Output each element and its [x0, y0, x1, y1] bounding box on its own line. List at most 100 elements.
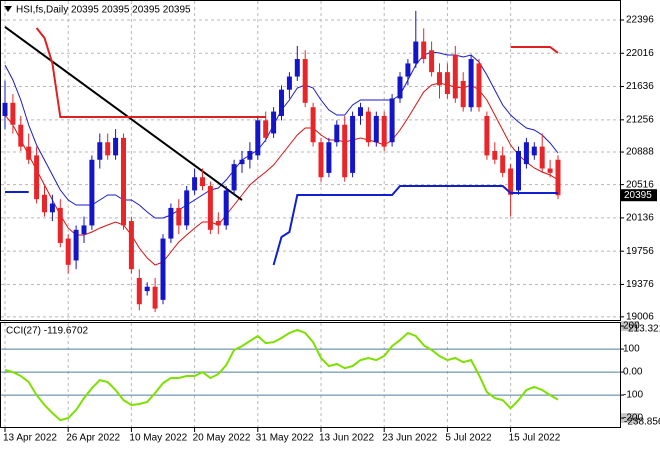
tick-label-box [621, 321, 639, 332]
last-price-box [621, 189, 657, 202]
candle-body [215, 221, 221, 226]
candle-body [421, 41, 427, 60]
candle-body [523, 142, 529, 165]
x-tick-label: 13 Jun 2022 [319, 433, 374, 444]
candle-body [492, 150, 498, 160]
cci-line [4, 328, 559, 422]
level-line [35, 27, 559, 118]
candle-body [89, 159, 95, 226]
candle-body [128, 221, 134, 270]
candle-body [65, 238, 71, 265]
candle-body [294, 59, 300, 77]
indicator-title: CCI(27) -119.6702 [6, 326, 89, 337]
candle-body [42, 194, 47, 213]
x-tick-label: 5 Jul 2022 [445, 433, 492, 444]
candle-body [397, 76, 403, 99]
candle-body [239, 159, 245, 165]
indicator-frame [0, 322, 621, 428]
candle-body [405, 63, 411, 77]
candle-body [57, 207, 63, 243]
candle-body [389, 98, 395, 143]
y-tick-label: 19006 [626, 311, 654, 322]
candle-body [310, 107, 316, 143]
candle-body [231, 164, 237, 191]
candle-body [373, 115, 379, 143]
candle-body [121, 137, 126, 226]
y-tick-label: 100 [623, 344, 640, 355]
menu-icon [4, 6, 12, 12]
candle-body [184, 190, 190, 226]
candle-body [152, 286, 158, 309]
y-tick-label: 20888 [626, 147, 654, 158]
candle-body [176, 207, 182, 226]
candle-body [81, 225, 87, 235]
chart-title: HSI,fs,Daily 20395 20395 20395 20395 [16, 5, 191, 16]
candle-body [452, 54, 458, 99]
y-tick-label: 19756 [626, 246, 654, 257]
candle-body [468, 59, 474, 108]
candle-body [286, 76, 292, 90]
candle-body [342, 124, 348, 178]
x-tick-label: 20 May 2022 [193, 433, 251, 444]
candle-body [207, 186, 213, 230]
candle-body [192, 177, 198, 191]
candle-body [2, 102, 8, 116]
x-tick-label: 10 May 2022 [129, 433, 187, 444]
candle-body [34, 155, 40, 200]
candle-body [136, 277, 142, 305]
candle-body [500, 155, 506, 173]
candle-body [516, 150, 521, 191]
candle-body [460, 80, 466, 108]
x-tick-label: 31 May 2022 [256, 433, 314, 444]
candle-body [49, 203, 55, 213]
moving-average [4, 82, 559, 266]
y-tick-label: -200 [623, 413, 643, 424]
candle-body [365, 111, 371, 143]
y-tick-label: 20136 [626, 213, 654, 224]
candle-body [531, 146, 537, 156]
candle-body [200, 177, 205, 187]
candle-body [302, 59, 308, 103]
candle-body [18, 124, 24, 147]
y-tick-label: 22396 [626, 15, 654, 26]
candle-body [539, 146, 545, 169]
candle-body [10, 102, 16, 125]
scale-max-label: 213.3217 [628, 324, 660, 335]
candle-body [271, 111, 277, 134]
candle-body [113, 137, 119, 156]
candle-body [279, 89, 284, 116]
y-tick-label: 200 [623, 321, 640, 332]
candle-body [26, 146, 32, 160]
y-tick-label: 20516 [626, 179, 654, 190]
candle-body [168, 207, 174, 239]
candle-body [358, 107, 363, 116]
candle-body [413, 41, 419, 64]
x-tick-label: 26 Apr 2022 [66, 433, 120, 444]
candle-body [350, 115, 356, 173]
candle-body [555, 159, 561, 196]
candle-body [73, 229, 79, 261]
candle-body [547, 168, 553, 173]
candle-body [160, 238, 166, 300]
y-tick-label: 19376 [626, 279, 654, 290]
candle-body [247, 150, 253, 160]
candle-body [326, 142, 332, 173]
candle-body [476, 63, 482, 108]
candle-body [484, 115, 490, 156]
candle-body [223, 190, 229, 226]
candle-body [318, 142, 324, 178]
candle-body [105, 142, 111, 156]
x-tick-label: 15 Jul 2022 [509, 433, 561, 444]
y-tick-label: 0.00 [623, 367, 643, 378]
candle-body [97, 142, 103, 160]
last-price-label: 20395 [624, 190, 652, 201]
y-tick-label: -100 [623, 390, 643, 401]
tick-label-box [621, 413, 639, 424]
y-tick-label: 22016 [626, 48, 654, 59]
candle-body [429, 50, 435, 73]
candle-body [263, 120, 269, 138]
x-tick-label: 13 Apr 2022 [3, 433, 57, 444]
y-tick-label: 21256 [626, 114, 654, 125]
candle-body [334, 124, 340, 143]
